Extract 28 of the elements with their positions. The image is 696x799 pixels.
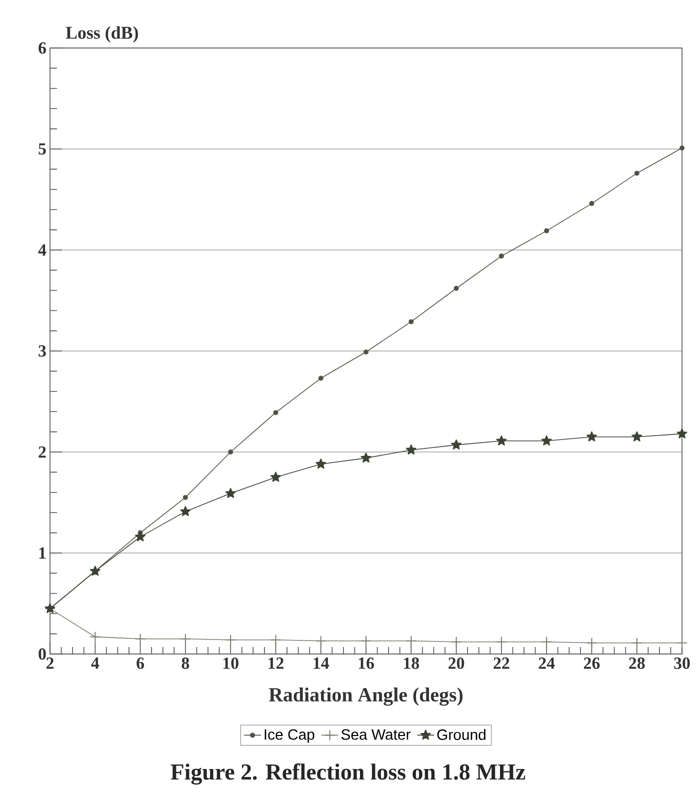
x-tick-label: 10 bbox=[223, 658, 238, 669]
legend-label: Sea Water bbox=[341, 729, 410, 740]
x-tick-label: 16 bbox=[358, 658, 374, 669]
x-tick-label: 2 bbox=[46, 658, 54, 669]
legend-label: Ground bbox=[437, 729, 486, 740]
text: Figure 2. Reflection loss on 1.8 MHz bbox=[170, 763, 526, 785]
legend-label: Ice Cap bbox=[264, 729, 314, 743]
y-tick-label: 3 bbox=[38, 345, 46, 357]
x-tick-label: 4 bbox=[91, 658, 100, 669]
y-tick-label: 6 bbox=[38, 42, 46, 54]
y-axis-title: Loss (dB) bbox=[66, 26, 138, 42]
x-tick-label: 30 bbox=[674, 658, 690, 669]
x-tick-label: 14 bbox=[314, 658, 330, 669]
x-tick-label: 20 bbox=[448, 658, 464, 669]
y-tick-label: 5 bbox=[38, 143, 46, 155]
x-tick-label: 24 bbox=[538, 658, 555, 669]
y-tick-label: 0 bbox=[38, 648, 46, 660]
x-tick-label: 22 bbox=[494, 658, 510, 669]
x-tick-label: 26 bbox=[584, 658, 600, 669]
x-tick-label: 18 bbox=[404, 658, 420, 669]
x-tick-label: 8 bbox=[182, 658, 190, 669]
y-tick-label: 1 bbox=[39, 547, 46, 559]
x-tick-label: 6 bbox=[136, 658, 144, 669]
x-tick-label: 28 bbox=[629, 658, 645, 669]
x-axis-title: Radiation Angle (degs) bbox=[268, 688, 463, 706]
x-tick-label: 12 bbox=[268, 658, 284, 669]
y-tick-label: 2 bbox=[38, 446, 46, 458]
y-tick-label: 4 bbox=[38, 244, 46, 256]
